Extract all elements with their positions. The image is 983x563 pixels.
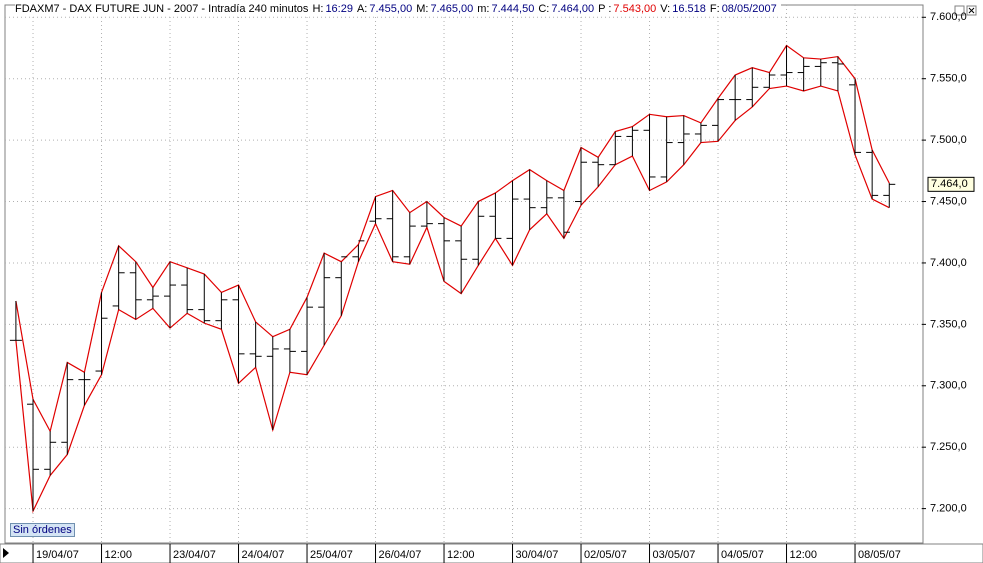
field-value: 7.543,00 bbox=[613, 3, 657, 15]
y-tick-label: 7.350,0 bbox=[930, 318, 967, 330]
x-tick-label: 04/05/07 bbox=[721, 549, 764, 561]
field-label: M: bbox=[416, 3, 429, 15]
x-tick-label: 03/05/07 bbox=[653, 549, 696, 561]
field-value: 08/05/2007 bbox=[721, 3, 777, 15]
field-label: P : bbox=[598, 3, 612, 15]
y-tick-label: 7.400,0 bbox=[930, 257, 967, 269]
x-tick-label: 12:00 bbox=[447, 549, 475, 561]
field-value: 7.465,00 bbox=[430, 3, 474, 15]
field-label: V: bbox=[660, 3, 671, 15]
y-tick-label: 7.300,0 bbox=[930, 380, 967, 392]
x-tick-label: 30/04/07 bbox=[516, 549, 559, 561]
orders-button[interactable]: Sin órdenes bbox=[10, 523, 75, 537]
y-tick-label: 7.600,0 bbox=[930, 11, 967, 23]
x-tick-label: 12:00 bbox=[105, 549, 133, 561]
field-value: 7.444,50 bbox=[491, 3, 535, 15]
field-label: F: bbox=[709, 3, 720, 15]
x-tick-label: 25/04/07 bbox=[310, 549, 353, 561]
field-label: A: bbox=[356, 3, 368, 15]
scroll-arrow[interactable] bbox=[3, 548, 9, 558]
field-label: H: bbox=[312, 3, 324, 15]
field-value: 7.455,00 bbox=[369, 3, 413, 15]
instrument: FDAXM7 - DAX FUTURE JUN - 2007 - Intradí… bbox=[15, 3, 309, 15]
field-value: 16.518 bbox=[672, 3, 706, 15]
x-tick-label: 23/04/07 bbox=[173, 549, 216, 561]
field-label: C: bbox=[538, 3, 550, 15]
y-tick-label: 7.500,0 bbox=[930, 134, 967, 146]
x-tick-label: 26/04/07 bbox=[379, 549, 422, 561]
y-tick-label: 7.200,0 bbox=[930, 503, 967, 515]
x-axis-strip bbox=[0, 543, 983, 563]
envelope-high bbox=[15, 44, 890, 433]
x-tick-label: 19/04/07 bbox=[36, 549, 79, 561]
x-tick-label: 24/04/07 bbox=[242, 549, 285, 561]
window-button[interactable] bbox=[954, 5, 965, 16]
field-value: 16:29 bbox=[325, 3, 353, 15]
field-label: m: bbox=[477, 3, 490, 15]
y-tick-label: 7.250,0 bbox=[930, 441, 967, 453]
y-tick-label: 7.450,0 bbox=[930, 195, 967, 207]
header: FDAXM7 - DAX FUTURE JUN - 2007 - Intradí… bbox=[15, 3, 781, 15]
y-tick-label: 7.550,0 bbox=[930, 73, 967, 85]
envelope-low bbox=[15, 85, 890, 514]
last-price-label: 7.464,0 bbox=[931, 178, 968, 190]
x-tick-label: 08/05/07 bbox=[858, 549, 901, 561]
x-tick-label: 02/05/07 bbox=[584, 549, 627, 561]
last-price-box bbox=[927, 176, 975, 192]
field-value: 7.464,00 bbox=[551, 3, 595, 15]
x-tick-label: 12:00 bbox=[790, 549, 818, 561]
close-icon bbox=[968, 7, 975, 14]
